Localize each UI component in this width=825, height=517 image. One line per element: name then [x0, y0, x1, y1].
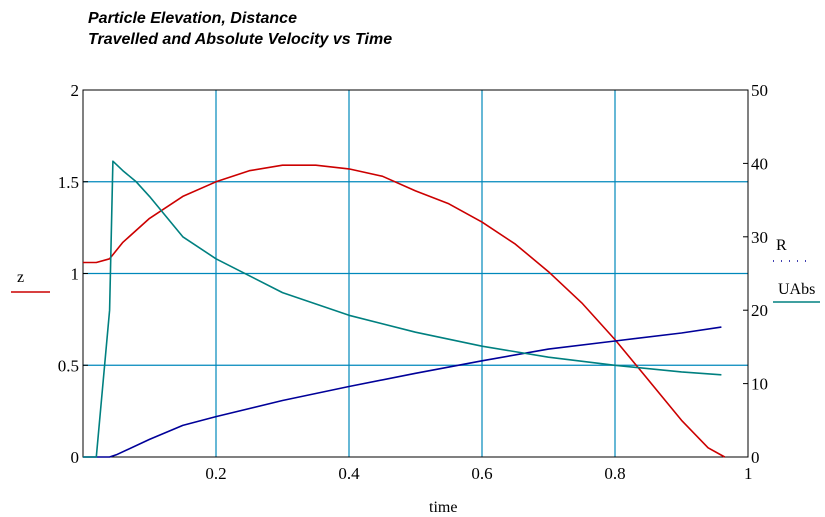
y-right-tick-label-5: 50 — [751, 81, 768, 100]
chart-title-line-2: Travelled and Absolute Velocity vs Time — [88, 31, 393, 48]
y-left-axis-label: z — [17, 269, 24, 286]
y-right-axis-label-r: R — [776, 237, 787, 254]
x-tick-label-2: 0.6 — [471, 464, 492, 483]
series-line-z — [83, 164, 726, 458]
x-axis-label: time — [429, 499, 457, 516]
y-left-tick-label-2: 1 — [71, 265, 80, 284]
x-tick-label-3: 0.8 — [604, 464, 625, 483]
y-right-axis-label-uabs: UAbs — [778, 281, 815, 298]
x-tick-label-0: 0.2 — [205, 464, 226, 483]
y-left-tick-label-0: 0 — [71, 448, 80, 467]
grid-lines — [83, 90, 748, 457]
y-left-tick-label-3: 1.5 — [58, 173, 79, 192]
x-tick-label-4: 1 — [744, 464, 753, 483]
chart-title-line-1: Particle Elevation, Distance — [88, 10, 297, 27]
y-right-tick-label-3: 30 — [751, 228, 768, 247]
y-right-tick-label-1: 10 — [751, 375, 768, 394]
y-right-tick-label-0: 0 — [751, 448, 760, 467]
series-line-uabs — [83, 160, 722, 458]
x-tick-label-1: 0.4 — [338, 464, 360, 483]
chart-title: Particle Elevation, Distance Travelled a… — [88, 8, 392, 50]
series-line-r — [83, 326, 722, 458]
y-right-tick-label-4: 40 — [751, 154, 768, 173]
y-left-tick-label-1: 0.5 — [58, 356, 79, 375]
y-right-tick-label-2: 20 — [751, 301, 768, 320]
series-lines — [83, 160, 726, 458]
y-left-tick-label-4: 2 — [71, 81, 80, 100]
